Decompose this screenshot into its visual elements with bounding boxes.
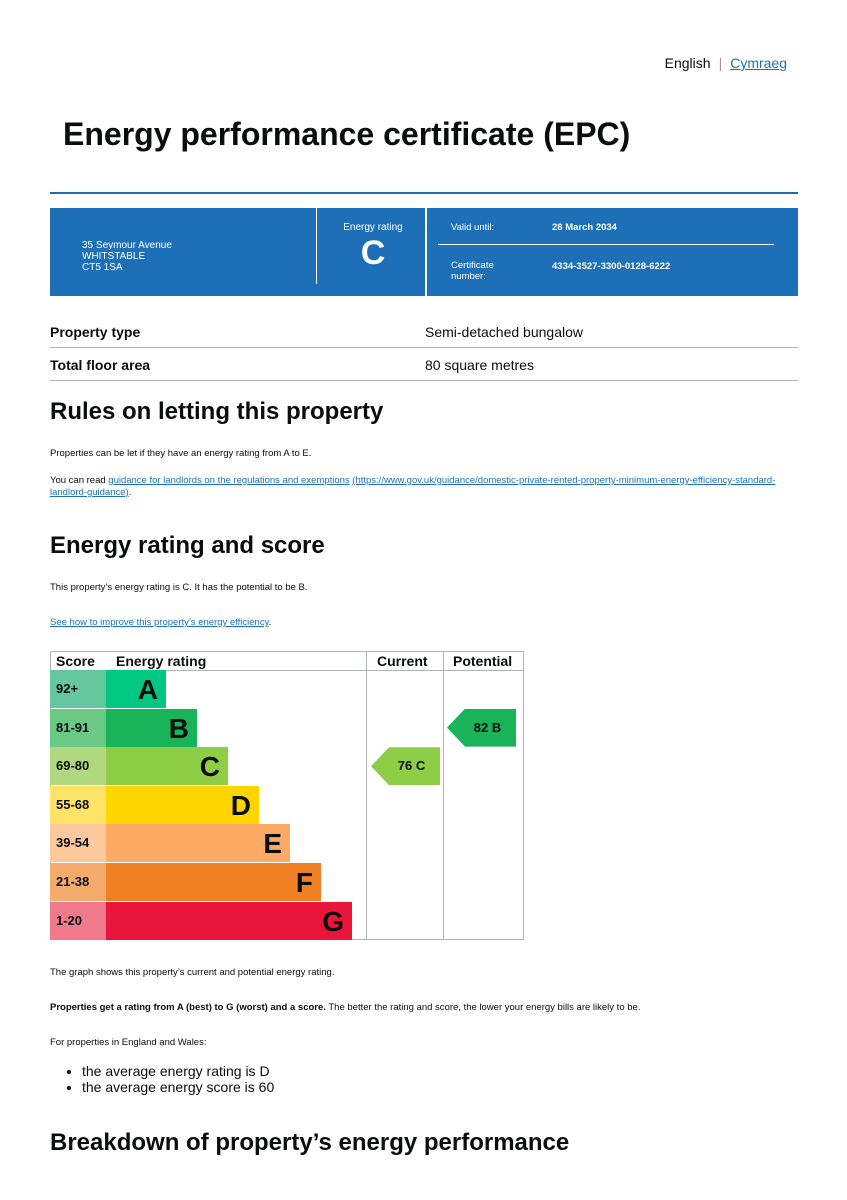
text: .	[268, 617, 272, 628]
header-energy-rating: Energy rating	[116, 653, 207, 669]
improve-line: See how to improve this property’s energ…	[50, 617, 780, 629]
detail-value: Semi-detached bungalow	[425, 324, 583, 340]
score-range-e: 39-54	[50, 824, 106, 863]
score-range-c: 69-80	[50, 747, 106, 786]
breakdown-heading: Breakdown of property’s energy performan…	[50, 1129, 570, 1156]
guidance-url[interactable]: (https://www.gov.uk/guidance/domestic-pr…	[50, 475, 776, 498]
potential-column	[443, 651, 524, 940]
energy-rating-chart: Score Energy rating Current Potential 92…	[50, 651, 524, 940]
average-list: the average energy rating is D the avera…	[64, 1063, 274, 1095]
rating-heading: Energy rating and score	[50, 532, 325, 559]
certificate-banner: 35 Seymour Avenue WHITSTABLE CT5 1SA Ene…	[50, 208, 798, 296]
energy-rating-value: C	[360, 234, 386, 272]
guidance-link[interactable]: guidance for landlords on the regulation…	[108, 475, 350, 486]
score-range-f: 21-38	[50, 863, 106, 901]
rating-explanation-bold: Properties get a rating from A (best) to…	[50, 1002, 326, 1013]
certificate-number-label: Certificate number:	[451, 260, 494, 282]
divider	[316, 208, 317, 284]
address-postcode: CT5 1SA	[82, 262, 123, 273]
language-welsh-link[interactable]: Cymraeg	[730, 55, 787, 71]
current-column	[366, 651, 444, 940]
rating-band-b: B	[106, 708, 197, 747]
valid-until-label: Valid until:	[451, 222, 495, 233]
header-potential: Potential	[453, 653, 513, 669]
rules-text: Properties can be let if they have an en…	[50, 448, 312, 459]
divider	[438, 244, 774, 245]
separator: |	[718, 55, 723, 71]
text: .	[128, 487, 132, 498]
rating-text: This property’s energy rating is C. It h…	[50, 582, 308, 593]
average-intro: For properties in England and Wales:	[50, 1037, 207, 1048]
rating-band-f: F	[106, 863, 321, 901]
title-divider	[50, 192, 798, 194]
list-item: the average energy score is 60	[82, 1079, 274, 1095]
divider	[425, 208, 427, 296]
page-title: Energy performance certificate (EPC)	[63, 116, 631, 152]
improve-link[interactable]: See how to improve this property’s energ…	[50, 617, 269, 628]
address: 35 Seymour Avenue WHITSTABLE CT5 1SA	[82, 240, 172, 273]
rules-heading: Rules on letting this property	[50, 398, 384, 425]
language-switcher: English | Cymraeg	[665, 55, 787, 71]
rating-explanation: The better the rating and score, the low…	[325, 1002, 641, 1013]
text: You can read	[50, 475, 109, 486]
list-item: the average energy rating is D	[82, 1063, 274, 1079]
address-town: WHITSTABLE	[82, 251, 146, 262]
language-english: English	[664, 55, 711, 71]
detail-key: Property type	[50, 324, 141, 340]
detail-key: Total floor area	[50, 357, 151, 373]
rating-band-c: C	[106, 747, 228, 786]
rating-band-d: D	[106, 785, 259, 824]
detail-row-property-type: Property type Semi-detached bungalow	[50, 315, 798, 348]
header-score: Score	[56, 653, 95, 669]
rating-explanation-line: Properties get a rating from A (best) to…	[50, 1002, 780, 1014]
energy-rating-label: Energy rating	[343, 222, 403, 233]
certificate-number-value: 4334-3527-3300-0128-6222	[552, 261, 671, 272]
graph-caption: The graph shows this property’s current …	[50, 967, 335, 978]
score-range-d: 55-68	[50, 785, 106, 824]
rules-guidance: You can read guidance for landlords on t…	[50, 475, 780, 499]
score-range-a: 92+	[50, 670, 106, 708]
address-line: 35 Seymour Avenue	[82, 240, 172, 251]
valid-until-value: 28 March 2034	[552, 222, 617, 233]
detail-row-floor-area: Total floor area 80 square metres	[50, 348, 798, 381]
rating-band-e: E	[106, 824, 290, 863]
rating-band-g: G	[106, 901, 352, 940]
score-range-b: 81-91	[50, 708, 106, 747]
score-range-g: 1-20	[50, 901, 106, 940]
detail-value: 80 square metres	[425, 357, 534, 373]
rating-band-a: A	[106, 670, 166, 708]
header-current: Current	[377, 653, 428, 669]
